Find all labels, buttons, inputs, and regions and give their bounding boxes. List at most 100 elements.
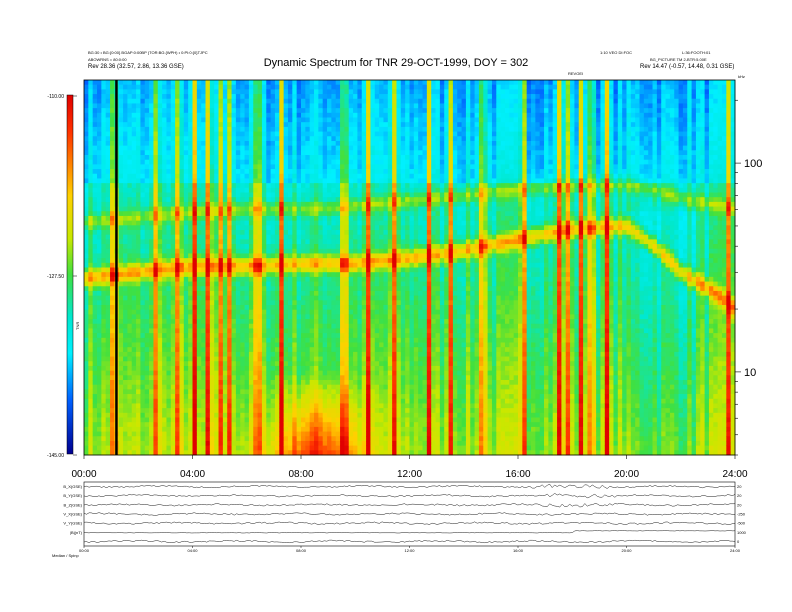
heatmap-cell	[183, 136, 189, 142]
header-info-right-3: BG_PICTURE TM 2-BTR:5.00E	[650, 57, 707, 62]
heatmap-cell	[118, 197, 124, 203]
heatmap-cell	[253, 262, 258, 268]
heatmap-cell	[201, 394, 206, 400]
heatmap-cell	[240, 337, 245, 343]
heatmap-cell	[344, 394, 350, 400]
heatmap-cell	[218, 300, 224, 306]
heatmap-cell	[279, 365, 285, 372]
heatmap-cell	[131, 445, 137, 451]
heatmap-cell	[183, 112, 189, 118]
heatmap-cell	[314, 164, 319, 170]
heatmap-cell	[305, 426, 311, 432]
heatmap-cell	[327, 244, 332, 250]
heatmap-cell	[118, 417, 124, 423]
heatmap-cell	[340, 323, 345, 329]
heatmap-cell	[318, 244, 324, 250]
heatmap-cell	[97, 155, 102, 161]
heatmap-cell	[318, 192, 324, 198]
heatmap-cell	[305, 276, 311, 282]
heatmap-cell	[166, 323, 172, 329]
heatmap-cell	[214, 403, 219, 409]
heatmap-cell	[153, 187, 159, 193]
heatmap-cell	[123, 80, 128, 86]
heatmap-cell	[296, 173, 302, 179]
heatmap-cell	[123, 211, 128, 217]
heatmap-cell	[209, 417, 215, 423]
heatmap-cell	[283, 126, 289, 132]
heatmap-cell	[248, 398, 254, 404]
heatmap-cell	[227, 94, 232, 100]
heatmap-cell	[240, 361, 245, 367]
heatmap-cell	[314, 140, 319, 147]
heatmap-cell	[240, 211, 245, 217]
heatmap-cell	[348, 305, 354, 311]
heatmap-cell	[149, 187, 154, 193]
heatmap-cell	[318, 333, 324, 339]
heatmap-cell	[179, 323, 185, 329]
heatmap-cell	[188, 117, 193, 123]
heatmap-cell	[227, 440, 232, 447]
heatmap-cell	[318, 436, 324, 442]
heatmap-cell	[301, 380, 306, 386]
heatmap-cell	[170, 323, 176, 329]
heatmap-cell	[287, 412, 293, 418]
heatmap-cell	[227, 412, 232, 418]
heatmap-cell	[348, 426, 354, 432]
heatmap-cell	[296, 436, 302, 442]
heatmap-cell	[140, 131, 146, 137]
heatmap-cell	[166, 122, 172, 128]
heatmap-cell	[179, 267, 185, 273]
heatmap-cell	[292, 206, 298, 212]
heatmap-cell	[231, 375, 237, 381]
heatmap-cell	[127, 145, 133, 151]
heatmap-cell	[296, 201, 302, 207]
heatmap-cell	[218, 361, 224, 367]
heatmap-cell	[344, 267, 350, 273]
heatmap-cell	[296, 164, 302, 170]
heatmap-cell	[149, 131, 154, 137]
heatmap-cell	[105, 112, 111, 118]
heatmap-cell	[248, 431, 254, 437]
heatmap-cell	[340, 183, 345, 189]
heatmap-cell	[331, 351, 337, 357]
heatmap-cell	[97, 159, 102, 165]
heatmap-cell	[157, 234, 163, 240]
heatmap-cell	[140, 215, 146, 222]
heatmap-cell	[274, 108, 280, 114]
heatmap-cell	[170, 431, 176, 437]
heatmap-cell	[149, 248, 154, 254]
heatmap-cell	[149, 328, 154, 334]
heatmap-cell	[244, 286, 250, 292]
heatmap-cell	[149, 337, 154, 343]
heatmap-cell	[283, 323, 289, 329]
heatmap-cell	[314, 131, 319, 137]
heatmap-cell	[257, 140, 263, 147]
heatmap-cell	[175, 267, 180, 273]
heatmap-cell	[201, 305, 206, 311]
heatmap-cell	[88, 342, 94, 348]
heatmap-cell	[105, 328, 111, 334]
heatmap-cell	[244, 272, 250, 278]
heatmap-cell	[235, 365, 241, 372]
heatmap-cell	[218, 272, 224, 278]
heatmap-cell	[296, 192, 302, 198]
heatmap-cell	[84, 131, 89, 137]
heatmap-cell	[222, 248, 228, 254]
heatmap-cell	[201, 131, 206, 137]
heatmap-cell	[353, 98, 358, 104]
heatmap-cell	[97, 412, 102, 418]
heatmap-cell	[287, 337, 293, 343]
heatmap-cell	[296, 197, 302, 203]
heatmap-cell	[127, 117, 133, 123]
heatmap-cell	[244, 412, 250, 418]
heatmap-cell	[279, 248, 285, 254]
heatmap-cell	[118, 164, 124, 170]
heatmap-cell	[136, 426, 141, 432]
heatmap-cell	[257, 201, 263, 207]
heatmap-cell	[205, 253, 211, 259]
heatmap-cell	[253, 412, 258, 418]
heatmap-cell	[318, 431, 324, 437]
heatmap-cell	[153, 445, 159, 451]
heatmap-cell	[227, 380, 232, 386]
heatmap-cell	[88, 426, 94, 432]
